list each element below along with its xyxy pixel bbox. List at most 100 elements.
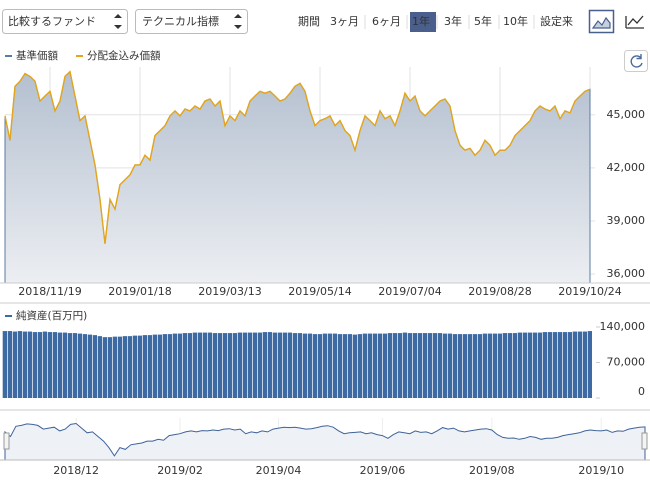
y-tick-label: 36,000	[607, 267, 646, 280]
bar	[167, 334, 172, 398]
bar	[227, 333, 232, 398]
bar	[377, 333, 382, 398]
period-button: 期間	[298, 15, 320, 28]
y-tick-label: 39,000	[607, 214, 646, 227]
bar	[577, 331, 582, 398]
bar	[532, 332, 537, 398]
refresh-button[interactable]	[624, 50, 648, 72]
bar	[357, 334, 362, 398]
navigator-handle[interactable]	[641, 432, 648, 450]
bar	[442, 333, 447, 398]
bar	[317, 334, 322, 398]
bar	[62, 332, 67, 398]
bar	[567, 332, 572, 398]
period-button[interactable]: 6ヶ月	[372, 15, 401, 28]
bar	[172, 333, 177, 398]
bar	[282, 332, 287, 398]
x-tick-label: 2019/08	[469, 464, 515, 477]
bar	[177, 333, 182, 398]
bar	[277, 332, 282, 398]
bar	[197, 332, 202, 398]
x-tick-label: 2019/06	[360, 464, 406, 477]
bar	[297, 333, 302, 398]
bar	[552, 332, 557, 398]
period-active[interactable]	[410, 12, 436, 32]
bar	[202, 332, 207, 398]
bar	[572, 331, 577, 398]
bar	[557, 332, 562, 398]
bar	[327, 333, 332, 398]
period-button[interactable]: 3ヶ月	[330, 15, 359, 28]
dropdown-arrow	[234, 14, 242, 29]
period-button[interactable]: 3年	[444, 14, 462, 28]
bar	[217, 333, 222, 398]
bar	[522, 332, 527, 398]
period-button[interactable]: 10年	[503, 14, 528, 28]
area-chart-button[interactable]	[588, 9, 615, 34]
bar	[252, 332, 257, 398]
bar	[232, 333, 237, 398]
bar	[497, 333, 502, 398]
bar	[417, 333, 422, 398]
bar	[362, 333, 367, 398]
area	[4, 70, 591, 284]
bar	[432, 333, 437, 398]
bar	[342, 334, 347, 398]
bar	[537, 332, 542, 398]
bar	[132, 335, 137, 398]
navigator-handle[interactable]	[3, 432, 10, 450]
x-tick-label: 2019/10/24	[558, 285, 621, 298]
bar	[422, 333, 427, 398]
bar	[7, 331, 12, 398]
bar	[32, 332, 37, 398]
period-button[interactable]: 5年	[474, 14, 492, 28]
bar	[122, 336, 127, 398]
bar	[352, 334, 357, 398]
bar	[487, 333, 492, 398]
bar	[17, 331, 22, 398]
bar	[407, 333, 412, 398]
bar	[107, 337, 112, 398]
technical-dropdown[interactable]	[135, 9, 248, 34]
bar	[452, 334, 457, 398]
legend-label: 純資産(百万円)	[16, 309, 87, 322]
bar	[72, 333, 77, 398]
bar	[472, 334, 477, 398]
bar	[162, 334, 167, 398]
x-tick-label: 2019/07/04	[378, 285, 441, 298]
period-button[interactable]: 設定来	[540, 14, 573, 28]
line-chart-button[interactable]	[622, 10, 647, 33]
bar	[87, 334, 92, 398]
bar	[267, 332, 272, 398]
bar	[307, 333, 312, 398]
bar	[517, 332, 522, 398]
bar	[142, 335, 147, 398]
navigator-area	[4, 422, 646, 461]
legend-label: 分配金込み価額	[87, 49, 161, 62]
bar	[312, 334, 317, 398]
bar	[332, 333, 337, 398]
bar	[337, 334, 342, 398]
bar	[102, 337, 107, 398]
period-button[interactable]: 1年	[412, 14, 430, 28]
bar	[242, 332, 247, 398]
line-icon	[625, 15, 644, 29]
dropdown-arrow	[114, 14, 122, 29]
bar	[542, 332, 547, 398]
compare-dropdown[interactable]	[2, 9, 128, 34]
bar	[457, 334, 462, 398]
bar	[347, 334, 352, 398]
bar	[2, 331, 8, 398]
bar	[152, 334, 157, 398]
bar	[12, 331, 17, 398]
toolbar: 比較するファンド テクニカル指標	[2, 9, 648, 72]
compare-label: 比較するファンド	[8, 14, 96, 28]
bar	[367, 333, 372, 398]
bar	[437, 333, 442, 398]
x-tick-label: 2019/08/28	[468, 285, 531, 298]
bar	[582, 331, 587, 398]
bar	[372, 333, 377, 398]
y-tick-label: 0	[638, 385, 645, 398]
bar	[547, 332, 552, 398]
